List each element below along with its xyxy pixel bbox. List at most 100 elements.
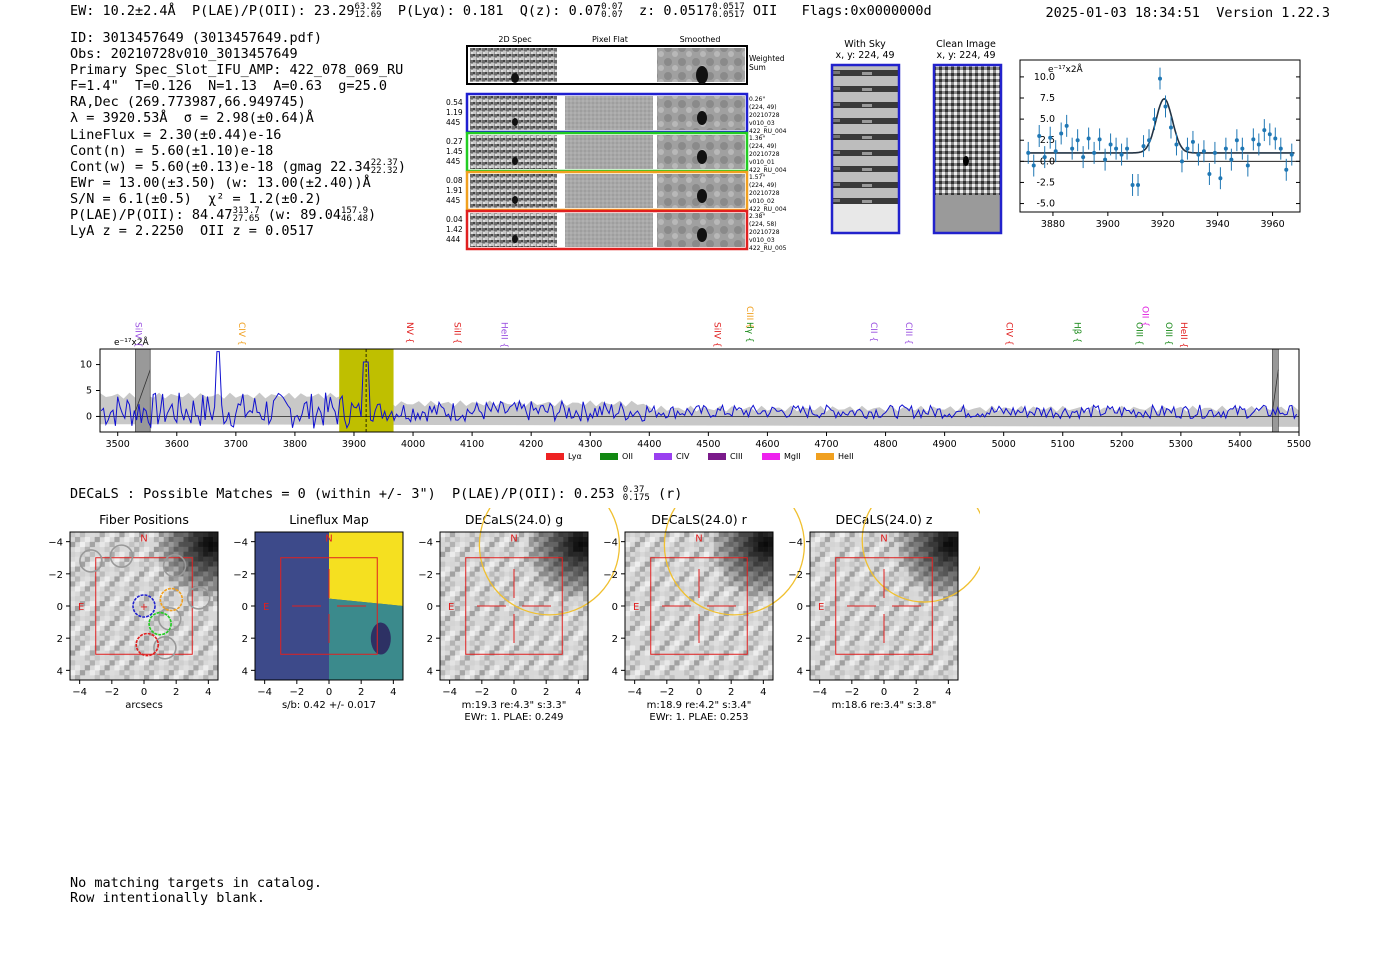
cutout-left-label: 444 [446,235,461,244]
image-pixel [928,532,934,538]
image-pixel [198,630,204,636]
spec-legend-label: CIV [676,452,690,461]
image-pixel [548,576,554,582]
image-pixel [625,561,631,567]
image-pixel [748,596,754,602]
image-pixel [208,546,214,553]
image-pixel [548,581,554,587]
image-pixel [464,645,470,651]
image-pixel [708,586,715,592]
fit-data-point [1147,138,1152,143]
image-pixel [578,630,584,636]
image-pixel [758,576,764,582]
image-pixel [203,596,209,602]
image-pixel [464,566,470,572]
image-pixel [134,566,140,572]
image-pixel [908,610,914,617]
image-pixel [568,630,574,636]
image-pixel [908,660,914,666]
image-pixel [89,620,95,627]
image-pixel [923,675,929,681]
image-pixel [748,541,754,548]
image-pixel [918,541,924,548]
fit-y-tick-label: 2.5 [1040,135,1055,146]
image-pixel [583,556,589,562]
image-pixel [203,591,209,597]
image-pixel [474,566,480,572]
image-pixel [634,561,641,567]
image-pixel [913,532,919,538]
image-pixel [538,650,544,656]
image-pixel [664,670,670,676]
image-pixel [499,640,505,646]
image-pixel [763,650,769,656]
image-pixel [923,541,929,548]
image-pixel [523,655,530,661]
fit-data-point [1207,172,1212,176]
image-pixel [538,610,544,617]
image-pixel [474,546,480,553]
image-pixel [109,532,115,538]
image-pixel [634,571,641,577]
image-pixel [114,645,120,651]
image-pixel [879,660,885,666]
image-pixel [723,546,729,553]
decals-summary-text: DECaLS : Possible Matches = 0 (within +/… [70,486,615,502]
image-pixel [168,601,174,607]
image-pixel [629,655,636,661]
image-pixel [814,576,821,582]
image-pixel [768,581,774,587]
image-pixel [553,551,559,557]
image-pixel [718,556,724,562]
image-pixel [948,556,954,562]
image-pixel [578,551,584,557]
cutout-right-label: 2.38" [749,213,765,220]
image-pixel [679,615,685,622]
image-pixel [674,670,680,676]
z-line: OII [752,3,778,19]
image-pixel [918,571,924,577]
fit-data-point [1053,149,1058,154]
image-pixel [723,640,729,646]
image-pixel [79,630,86,636]
image-pixel [558,586,564,592]
image-pixel [124,645,130,651]
image-pixel [674,561,680,567]
image-pixel [824,586,831,592]
sky-images: With Sky x, y: 224, 49 Clean Image x, y:… [830,39,1003,235]
image-pixel [479,650,485,656]
image-pixel [563,645,569,651]
image-pixel [119,591,125,597]
image-pixel [504,566,510,572]
image-pixel [548,660,554,666]
image-pixel [674,610,680,617]
image-pixel [649,546,655,553]
image-pixel [768,615,774,622]
cutout-pixelflat [565,135,653,169]
spec-line-label: OII { [1139,306,1149,327]
panel-x-tick-label: 2 [728,687,734,698]
image-pixel [844,576,850,582]
image-pixel [144,596,150,602]
image-pixel [573,665,579,671]
image-pixel [679,625,685,631]
cutout-divider [653,174,656,208]
image-pixel [918,591,924,597]
image-pixel [888,630,895,636]
image-pixel [933,586,939,592]
image-pixel [168,556,174,562]
image-pixel [893,566,900,572]
image-pixel [578,546,584,553]
image-pixel [144,576,150,582]
cutout-divider [561,174,564,208]
image-pixel [134,586,140,592]
image-pixel [469,610,475,617]
image-pixel [664,660,670,666]
image-pixel [454,606,461,612]
image-pixel [213,655,219,661]
image-pixel [79,620,86,627]
image-pixel [864,645,870,651]
image-pixel [898,581,905,587]
image-pixel [583,606,589,612]
fit-data-point [1256,142,1261,147]
